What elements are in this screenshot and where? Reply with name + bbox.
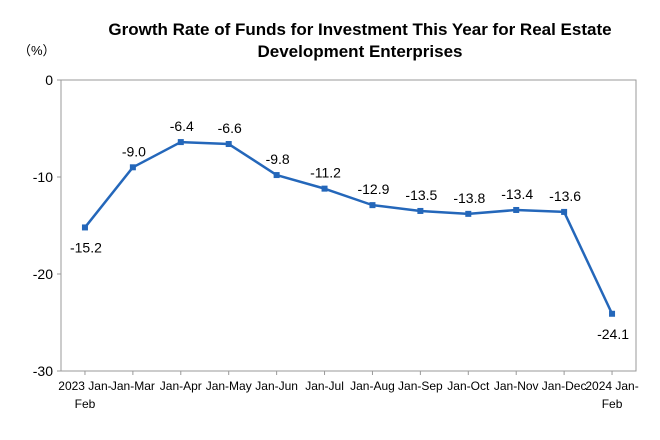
data-label: -9.8: [266, 151, 290, 167]
data-point-marker: [417, 207, 424, 214]
plot-frame: [60, 79, 637, 372]
data-label: -13.4: [501, 186, 533, 202]
x-tick-label: Jan-Jul: [305, 379, 344, 393]
data-point-marker: [609, 310, 616, 317]
data-label: -13.6: [549, 188, 581, 204]
x-tick-label: Jan-Jun: [255, 379, 298, 393]
x-tick-label: Jan-Dec: [542, 379, 587, 393]
data-label: -6.6: [218, 120, 242, 136]
y-tick-label: 0: [45, 72, 53, 88]
x-tick-label: Jan-Nov: [494, 379, 539, 393]
data-label: -12.9: [357, 181, 389, 197]
chart-title-line-2: Development Enterprises: [257, 42, 463, 61]
y-tick-label: -20: [33, 266, 53, 282]
x-tick-label: Jan-Oct: [447, 379, 490, 393]
chart-title-line-1: Growth Rate of Funds for Investment This…: [108, 20, 612, 39]
data-point-marker: [273, 172, 280, 179]
data-point-marker: [465, 210, 472, 217]
x-tick-label: 2024 Jan-: [585, 379, 638, 393]
data-label: -11.2: [310, 165, 341, 181]
x-tick-label: Feb: [602, 397, 623, 411]
data-point-marker: [225, 141, 232, 148]
data-label: -9.0: [122, 143, 146, 159]
data-point-marker: [513, 206, 520, 213]
x-tick-label: Jan-Apr: [160, 379, 202, 393]
x-tick-label: 2023 Jan-: [58, 379, 111, 393]
y-axis-unit-label: （%）: [18, 43, 56, 58]
data-label: -24.1: [597, 326, 629, 342]
series-line: [83, 140, 614, 315]
x-tick-label: Jan-Sep: [398, 379, 443, 393]
data-label: -6.4: [170, 118, 194, 134]
x-tick-label: Feb: [75, 397, 96, 411]
x-tick-label: Jan-Mar: [111, 379, 155, 393]
data-point-marker: [561, 208, 568, 215]
x-tick-label: Jan-May: [206, 379, 252, 393]
y-tick-label: -10: [33, 169, 53, 185]
x-tick-label: Jan-Aug: [350, 379, 395, 393]
data-label: -13.8: [453, 190, 485, 206]
data-point-marker: [129, 164, 136, 171]
y-tick-label: -30: [33, 363, 53, 379]
data-point-marker: [81, 224, 88, 231]
data-label: -13.5: [405, 187, 437, 203]
data-label: -15.2: [70, 239, 102, 255]
data-point-marker: [321, 185, 328, 192]
data-point-marker: [369, 202, 376, 209]
data-point-marker: [177, 139, 184, 146]
